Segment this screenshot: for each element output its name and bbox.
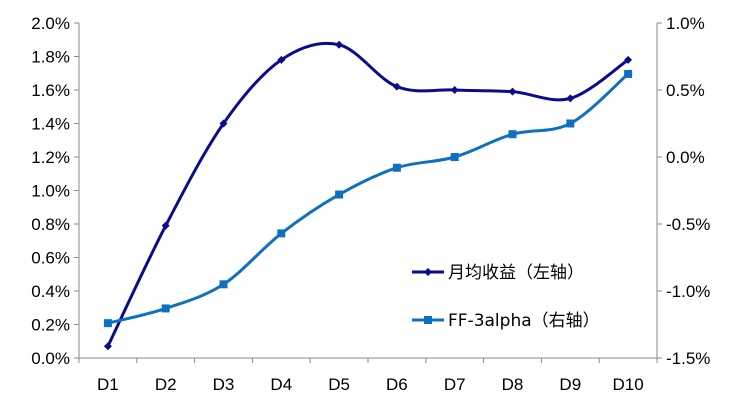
data-point [450,153,459,161]
legend-marker-2 [424,316,432,324]
x-tick-label: D5 [328,375,350,394]
data-point [277,229,286,238]
x-tick-label: D1 [97,375,119,394]
data-point [161,304,170,313]
legend: 月均收益（左轴） FF-3alpha（右轴） [412,263,600,331]
right-tick-label: 1.0% [666,14,705,33]
right-tick-label: -1.0% [666,282,710,301]
x-axis-ticks: D1 D2 D3 D4 D5 D6 D7 D8 D9 D10 [78,358,658,394]
left-tick-label: 0.0% [31,349,70,368]
x-tick-label: D4 [270,375,292,394]
right-axis-ticks: -1.5% -1.0% -0.5% 0.0% 0.5% 1.0% [657,14,710,368]
left-tick-label: 0.4% [31,282,70,301]
legend-label-2: FF-3alpha（右轴） [448,311,600,331]
data-point [161,221,170,230]
data-point [392,163,401,172]
series-1 [103,40,633,351]
left-tick-label: 0.8% [31,215,70,234]
data-point [624,69,633,78]
data-point [219,119,228,128]
left-tick-label: 2.0% [31,14,70,33]
legend-entry-2: FF-3alpha（右轴） [412,311,600,331]
data-point [508,87,517,96]
data-point [103,319,112,328]
x-tick-label: D3 [213,375,235,394]
legend-label-1: 月均收益（左轴） [448,263,584,283]
data-point [277,55,286,64]
data-point [624,55,633,64]
series-2 [103,69,633,328]
left-tick-label: 0.6% [31,249,70,268]
left-tick-label: 1.6% [31,81,70,100]
data-point [566,94,575,103]
data-point [566,119,575,128]
left-tick-label: 1.2% [31,148,70,167]
data-point [508,130,517,139]
right-tick-label: 0.0% [666,148,705,167]
x-tick-label: D9 [559,375,581,394]
left-tick-label: 0.2% [31,316,70,335]
data-point [219,280,228,289]
right-tick-label: -0.5% [666,215,710,234]
legend-entry-1: 月均收益（左轴） [412,263,584,283]
series-line-1 [106,41,629,347]
data-point [335,40,344,49]
left-axis-ticks: 0.0% 0.2% 0.4% 0.6% 0.8% 1.0% 1.2% 1.4% 1.6% 1.8%… [31,14,79,368]
x-tick-label: D7 [444,375,466,394]
left-tick-label: 1.4% [31,115,70,134]
x-tick-label: D2 [155,375,177,394]
x-tick-label: D10 [613,375,644,394]
data-point [103,342,112,351]
legend-marker-1 [424,268,432,276]
series-layer [103,40,633,351]
data-point [392,82,401,91]
x-tick-label: D8 [502,375,524,394]
right-tick-label: -1.5% [666,349,710,368]
x-tick-label: D6 [386,375,408,394]
right-tick-label: 0.5% [666,81,705,100]
series-line-2 [107,72,630,325]
data-point [450,86,459,94]
left-tick-label: 1.0% [31,182,70,201]
left-tick-label: 1.8% [31,48,70,67]
data-point [335,190,344,199]
